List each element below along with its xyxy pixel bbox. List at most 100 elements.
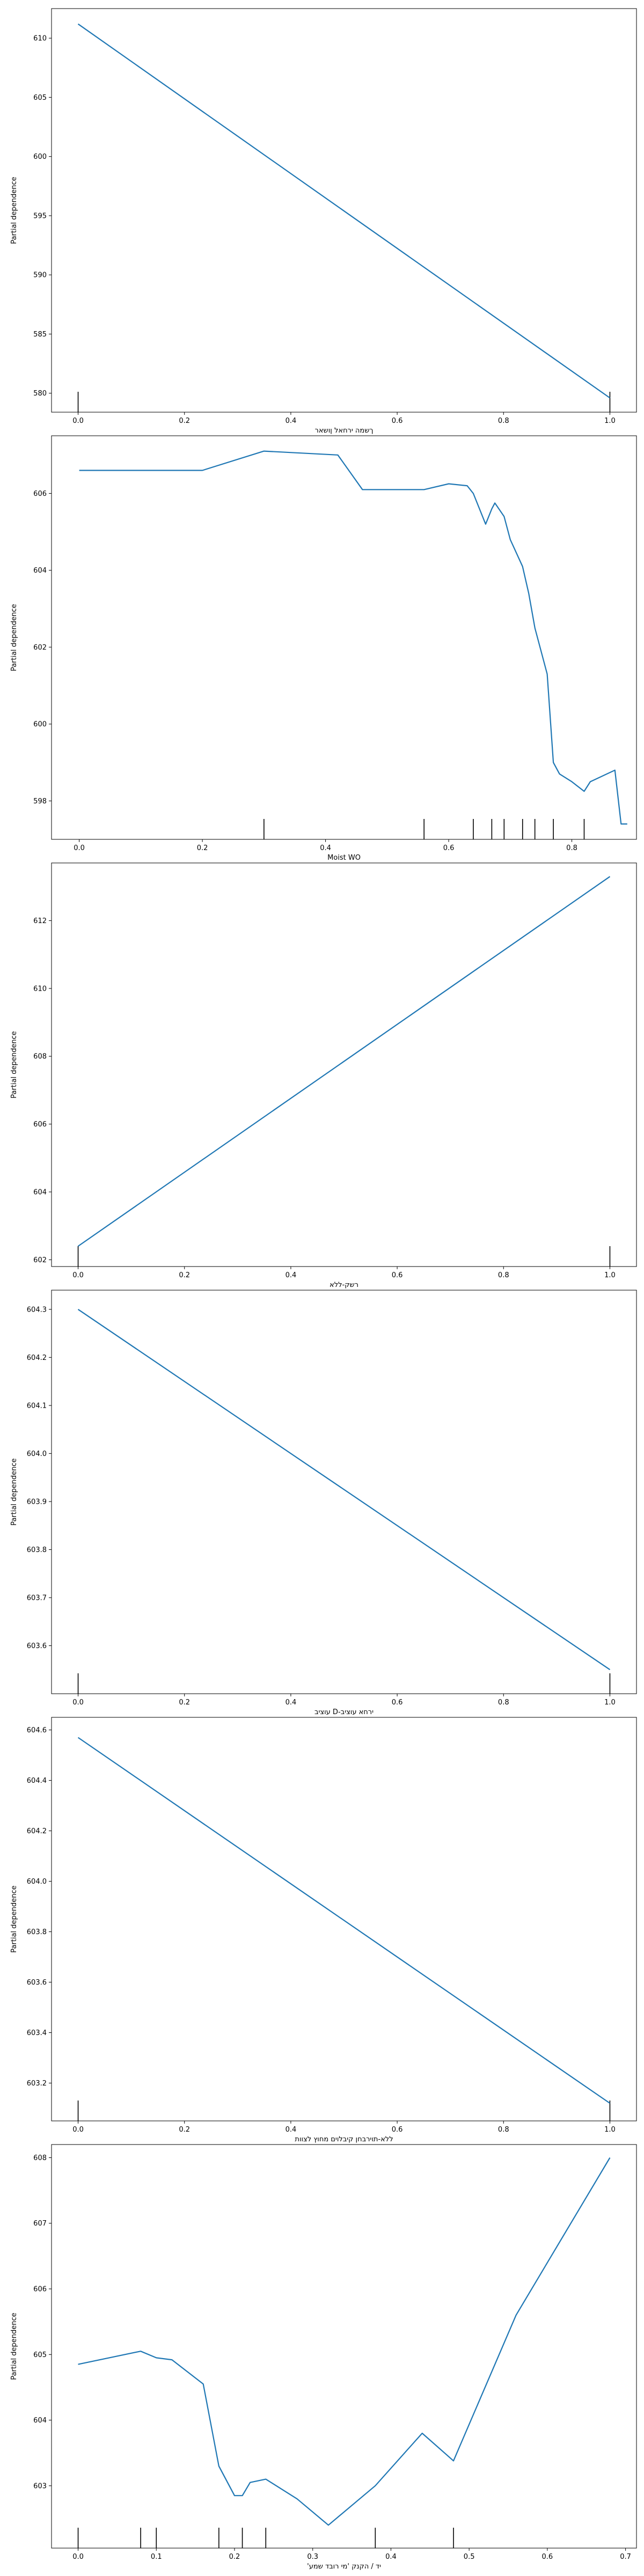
y-tick-label: 608 <box>33 2154 47 2162</box>
plot-frame <box>51 8 637 413</box>
y-tick-label: 600 <box>33 721 47 729</box>
y-tick-label: 603.8 <box>27 1928 47 1936</box>
x-tick-label: 0.2 <box>179 2126 190 2134</box>
x-tick-label: 0.6 <box>392 1699 403 1707</box>
x-tick-label: 0.4 <box>286 1699 297 1707</box>
y-tick-label: 602 <box>33 1256 47 1264</box>
x-tick-label: 0.8 <box>566 844 577 852</box>
y-tick-label: 603.2 <box>27 2080 47 2088</box>
chart-panel-1: 0.0 0.2 0.4 0.6 0.8 1.0 580 585 590 595 600 605 610 ך… <box>10 8 637 435</box>
x-tick-label: 0.1 <box>151 2553 162 2561</box>
y-tick-label: 590 <box>33 272 47 280</box>
plot-frame <box>51 2144 637 2549</box>
x-tick-label: 0.4 <box>286 1271 297 1279</box>
y-tick-label: 604.3 <box>27 1306 47 1314</box>
y-tick-label: 606 <box>33 2286 47 2294</box>
y-tick-label: 610 <box>33 35 47 43</box>
x-tick-label: 0.2 <box>179 1699 190 1707</box>
y-axis-label: Partial dependence <box>10 177 18 244</box>
partial-dependence-line <box>78 2157 611 2526</box>
y-tick-label: 608 <box>33 1053 47 1061</box>
y-tick-label: 603.6 <box>27 1642 47 1650</box>
x-tick-label: 0.2 <box>197 844 208 852</box>
x-tick-label: 0.0 <box>74 844 85 852</box>
y-tick-label: 605 <box>33 2351 47 2359</box>
y-tick-label: 606 <box>33 490 47 498</box>
x-tick-label: 0.6 <box>392 2126 403 2134</box>
x-tick-label: 0.4 <box>320 844 331 852</box>
partial-dependence-line <box>77 23 611 399</box>
y-tick-label: 610 <box>33 985 47 993</box>
x-tick-label: 0.8 <box>498 1699 509 1707</box>
x-tick-label: 0.4 <box>286 417 297 425</box>
partial-dependence-line <box>77 1737 611 2104</box>
y-tick-label: 603.7 <box>27 1594 47 1602</box>
x-tick-label: 0.0 <box>72 1271 84 1279</box>
y-tick-label: 595 <box>33 212 47 220</box>
y-axis-label: Partial dependence <box>10 604 18 671</box>
y-tick-label: 612 <box>33 917 47 925</box>
x-tick-label: 0.4 <box>385 2553 397 2561</box>
x-tick-label: 0.8 <box>498 1271 509 1279</box>
chart-panel-5: 0.0 0.2 0.4 0.6 0.8 1.0 603.2 603.4 603.6 603.8 60… <box>10 1717 637 2143</box>
x-tick-label: 1.0 <box>604 1699 616 1707</box>
y-tick-label: 580 <box>33 390 47 398</box>
y-tick-label: 604.4 <box>27 1777 47 1785</box>
x-axis-label: עוציב D-ירחא עוציב <box>314 1708 374 1716</box>
y-tick-label: 603 <box>33 2482 47 2490</box>
y-tick-label: 603.6 <box>27 1979 47 1987</box>
plot-frame <box>51 862 637 1267</box>
partial-dependence-line <box>79 450 627 825</box>
chart-panel-4: 0.0 0.2 0.4 0.6 0.8 1.0 603.6 603.7 603.8 603.9 60… <box>10 1290 637 1716</box>
y-tick-label: 603.8 <box>27 1546 47 1554</box>
partial-dependence-line <box>77 1308 611 1671</box>
y-tick-label: 606 <box>33 1121 47 1129</box>
y-axis-label: Partial dependence <box>10 1885 18 1952</box>
y-tick-label: 604.1 <box>27 1402 47 1410</box>
plot-frame <box>51 435 637 840</box>
x-tick-label: 0.8 <box>498 2126 509 2134</box>
y-tick-label: 585 <box>33 331 47 339</box>
x-tick-label: 0.8 <box>498 417 509 425</box>
y-tick-label: 604 <box>33 567 47 575</box>
x-tick-label: 0.6 <box>443 844 455 852</box>
x-tick-label: 0.2 <box>179 417 190 425</box>
x-tick-label: 1.0 <box>604 2126 616 2134</box>
x-axis-label: ךשמה ירחאל ןושאר <box>315 427 374 435</box>
y-axis-label: Partial dependence <box>10 2312 18 2380</box>
x-tick-label: 0.7 <box>620 2553 631 2561</box>
x-tick-label: 0.3 <box>307 2553 318 2561</box>
x-tick-label: 0.6 <box>392 417 403 425</box>
x-tick-label: 1.0 <box>604 1271 616 1279</box>
chart-panel-3: 0.0 0.2 0.4 0.6 0.8 1.0 602 604 606 608 610 612 רשק-… <box>10 862 637 1289</box>
x-tick-label: 0.0 <box>72 2553 84 2561</box>
y-tick-label: 604.2 <box>27 1827 47 1835</box>
y-tick-label: 605 <box>33 94 47 102</box>
y-tick-label: 604.2 <box>27 1354 47 1362</box>
y-tick-label: 600 <box>33 153 47 161</box>
x-tick-label: 0.2 <box>179 1271 190 1279</box>
y-tick-label: 603.4 <box>27 2029 47 2037</box>
y-axis-label: Partial dependence <box>10 1458 18 1525</box>
x-tick-label: 0.0 <box>72 1699 84 1707</box>
y-tick-label: 604.0 <box>27 1450 47 1458</box>
y-tick-label: 602 <box>33 643 47 652</box>
y-tick-label: 604.0 <box>27 1878 47 1886</box>
x-axis-label: 'יד / הקנק 'מי רובד שמע <box>307 2563 381 2571</box>
x-tick-label: 1.0 <box>604 417 616 425</box>
plot-frame <box>51 1290 637 1694</box>
x-tick-label: 0.2 <box>229 2553 240 2561</box>
x-tick-label: 0.6 <box>392 1271 403 1279</box>
x-axis-label: ללא-תוירבחן קיבלוים מחוץ לצוות <box>295 2135 393 2143</box>
y-tick-label: 604 <box>33 2417 47 2425</box>
chart-panel-2: 0.0 0.2 0.4 0.6 0.8 598 600 602 604 606 Moist WO Pa… <box>10 435 637 862</box>
y-tick-label: 604.6 <box>27 1726 47 1735</box>
y-tick-label: 598 <box>33 797 47 806</box>
y-tick-label: 607 <box>33 2220 47 2228</box>
x-tick-label: 0.4 <box>286 2126 297 2134</box>
x-axis-label: רשק-ללא <box>330 1281 358 1289</box>
chart-panel-6: 0.0 0.1 0.2 0.3 0.4 0.5 0.6 0.7 603 604 605 606 607 6… <box>10 2144 637 2571</box>
x-tick-label: 0.0 <box>72 2126 84 2134</box>
partial-dependence-line <box>77 876 611 1247</box>
